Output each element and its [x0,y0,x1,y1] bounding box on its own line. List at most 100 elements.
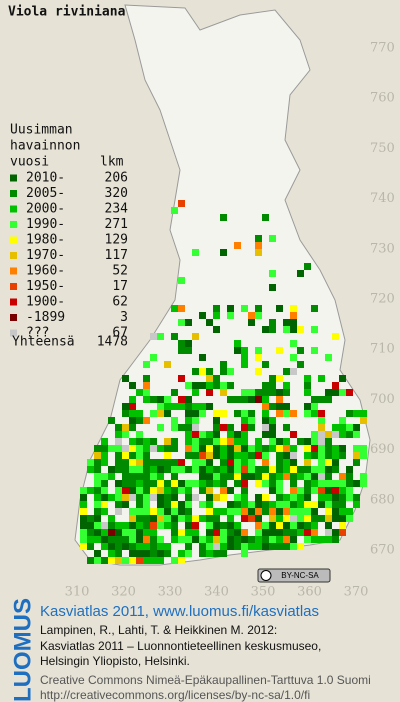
occurrence-dot [164,515,171,522]
occurrence-dot [269,319,276,326]
occurrence-dot [115,536,122,543]
occurrence-dot [115,501,122,508]
occurrence-dot [157,410,164,417]
legend-swatch [10,174,17,182]
occurrence-dot [241,536,248,543]
occurrence-dot [185,403,192,410]
occurrence-dot [353,480,360,487]
occurrence-dot [115,445,122,452]
occurrence-dot [199,550,206,557]
occurrence-dot [101,494,108,501]
occurrence-dot [94,529,101,536]
occurrence-dot [150,445,157,452]
occurrence-dot [269,438,276,445]
occurrence-dot [185,431,192,438]
occurrence-dot [227,522,234,529]
occurrence-dot [248,466,255,473]
occurrence-dot [178,550,185,557]
occurrence-dot [192,452,199,459]
occurrence-dot [318,473,325,480]
occurrence-dot [136,466,143,473]
legend-count: 271 [105,217,128,232]
occurrence-dot [346,515,353,522]
occurrence-dot [115,480,122,487]
occurrence-dot [262,396,269,403]
occurrence-dot [185,543,192,550]
occurrence-dot [360,480,367,487]
occurrence-dot [304,536,311,543]
occurrence-dot [290,473,297,480]
occurrence-dot [255,480,262,487]
occurrence-dot [241,487,248,494]
occurrence-dot [332,515,339,522]
occurrence-dot [311,473,318,480]
occurrence-dot [248,389,255,396]
occurrence-dot [164,438,171,445]
occurrence-dot [283,529,290,536]
occurrence-dot [325,480,332,487]
occurrence-dot [178,319,185,326]
occurrence-dot [262,466,269,473]
occurrence-dot [94,557,101,564]
occurrence-dot [262,494,269,501]
occurrence-dot [297,361,304,368]
occurrence-dot [178,347,185,354]
occurrence-dot [325,389,332,396]
legend-swatch [10,298,17,306]
occurrence-dot [262,536,269,543]
occurrence-dot [311,305,318,312]
occurrence-dot [136,529,143,536]
occurrence-dot [143,459,150,466]
occurrence-dot [122,403,129,410]
legend-label: 1990- [26,217,65,232]
occurrence-dot [171,445,178,452]
legend-count: 3 [120,310,128,325]
occurrence-dot [220,361,227,368]
occurrence-dot [234,473,241,480]
occurrence-dot [297,270,304,277]
occurrence-dot [136,543,143,550]
occurrence-dot [234,543,241,550]
occurrence-dot [241,452,248,459]
occurrence-dot [262,410,269,417]
occurrence-dot [262,543,269,550]
occurrence-dot [318,466,325,473]
legend-count: 129 [105,233,128,248]
occurrence-dot [234,452,241,459]
occurrence-dot [227,501,234,508]
occurrence-dot [206,382,213,389]
occurrence-dot [248,543,255,550]
occurrence-dot [101,445,108,452]
occurrence-dot [255,515,262,522]
occurrence-dot [94,550,101,557]
occurrence-dot [297,438,304,445]
occurrence-dot [297,522,304,529]
occurrence-dot [276,459,283,466]
occurrence-dot [311,501,318,508]
occurrence-dot [248,312,255,319]
occurrence-dot [122,410,129,417]
occurrence-dot [80,543,87,550]
occurrence-dot [94,445,101,452]
occurrence-dot [220,494,227,501]
occurrence-dot [283,424,290,431]
occurrence-dot [157,403,164,410]
occurrence-dot [276,536,283,543]
occurrence-dot [311,410,318,417]
occurrence-dot [129,424,136,431]
occurrence-dot [94,473,101,480]
occurrence-dot [234,445,241,452]
occurrence-dot [339,431,346,438]
occurrence-dot [171,438,178,445]
occurrence-dot [164,508,171,515]
occurrence-dot [269,543,276,550]
occurrence-dot [192,466,199,473]
occurrence-dot [290,508,297,515]
occurrence-dot [269,424,276,431]
occurrence-dot [185,438,192,445]
legend-swatch [10,267,17,275]
occurrence-dot [213,312,220,319]
occurrence-dot [213,529,220,536]
occurrence-dot [241,515,248,522]
occurrence-dot [199,410,206,417]
